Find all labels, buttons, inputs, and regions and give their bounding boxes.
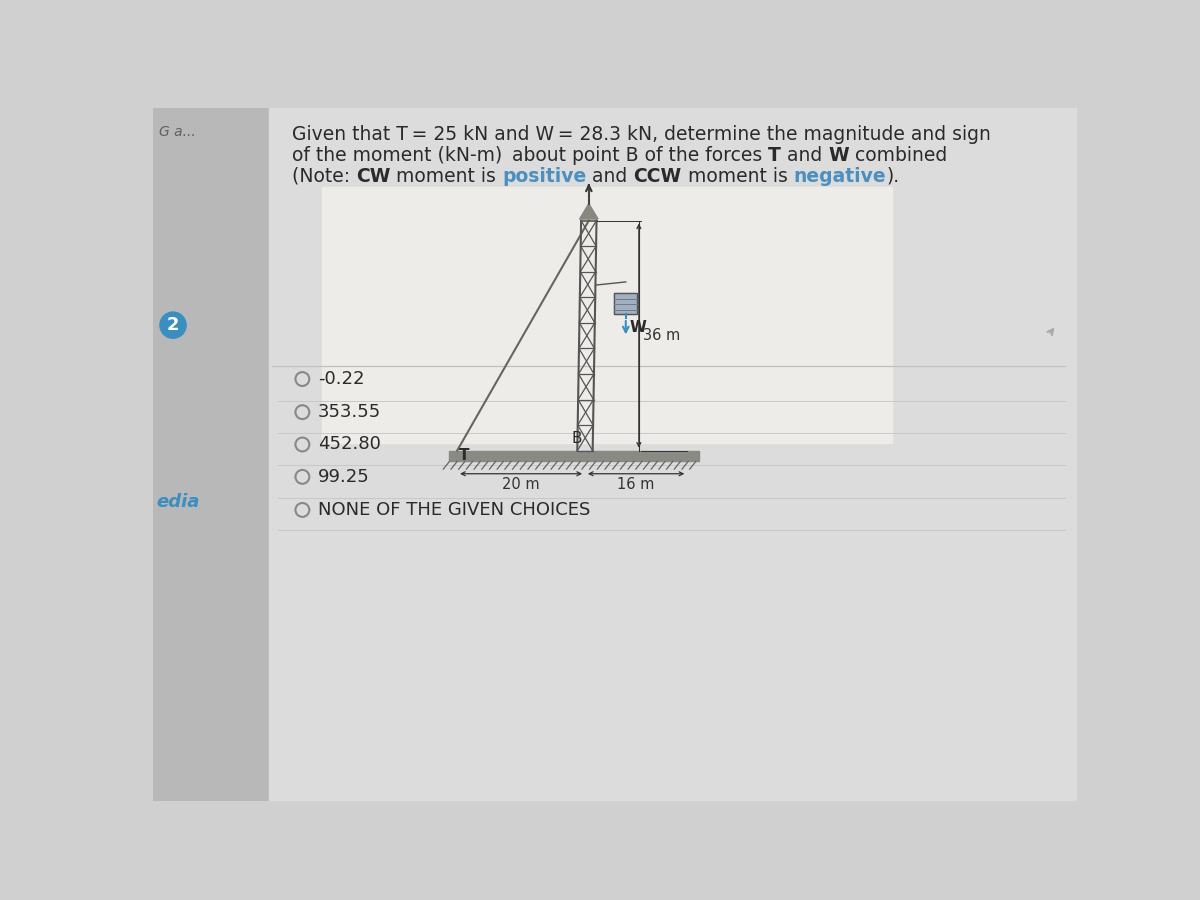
Text: T: T — [768, 146, 781, 165]
Text: 2: 2 — [167, 316, 179, 334]
Text: Given that T = 25 kN and W = 28.3 kN, determine the magnitude and sign: Given that T = 25 kN and W = 28.3 kN, de… — [292, 125, 990, 144]
Bar — [154, 108, 269, 801]
Text: moment is: moment is — [390, 166, 502, 185]
Text: 16 m: 16 m — [618, 477, 655, 491]
Polygon shape — [580, 203, 598, 219]
Bar — [323, 186, 893, 443]
Text: NONE OF THE GIVEN CHOICES: NONE OF THE GIVEN CHOICES — [318, 501, 590, 519]
Text: T: T — [458, 448, 469, 464]
Text: and: and — [587, 166, 634, 185]
Text: ).: ). — [886, 166, 899, 185]
Text: edia: edia — [156, 493, 199, 511]
Text: and: and — [781, 146, 828, 165]
Text: W: W — [828, 146, 848, 165]
Text: 20 m: 20 m — [503, 477, 540, 491]
Text: (Note:: (Note: — [292, 166, 355, 185]
Text: -0.22: -0.22 — [318, 370, 365, 388]
Text: G a...: G a... — [160, 125, 196, 139]
Text: positive: positive — [502, 166, 587, 185]
Text: 353.55: 353.55 — [318, 403, 382, 421]
Text: CW: CW — [355, 166, 390, 185]
Text: CCW: CCW — [634, 166, 682, 185]
Text: 452.80: 452.80 — [318, 436, 380, 454]
Text: of the moment (kN-m)  about point B of the forces: of the moment (kN-m) about point B of th… — [292, 146, 768, 165]
Bar — [269, 108, 1078, 801]
Text: negative: negative — [793, 166, 886, 185]
Bar — [614, 292, 637, 314]
Text: W: W — [630, 320, 647, 335]
Bar — [614, 292, 637, 314]
Circle shape — [160, 312, 186, 338]
Text: B: B — [571, 431, 582, 446]
Text: 36 m: 36 m — [643, 328, 680, 343]
Text: moment is: moment is — [682, 166, 793, 185]
Text: combined: combined — [848, 146, 947, 165]
Text: 99.25: 99.25 — [318, 468, 370, 486]
Bar — [450, 451, 698, 462]
